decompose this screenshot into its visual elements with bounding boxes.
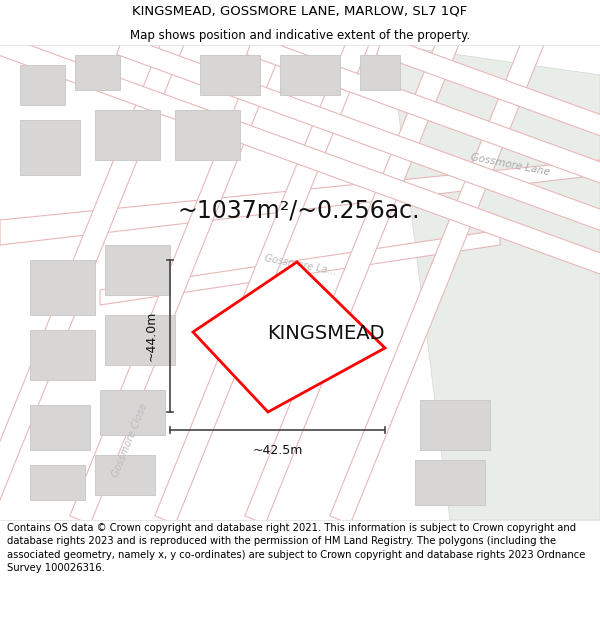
Polygon shape [20, 120, 80, 175]
Polygon shape [105, 315, 175, 365]
Text: Map shows position and indicative extent of the property.: Map shows position and indicative extent… [130, 29, 470, 42]
Polygon shape [377, 36, 600, 294]
Polygon shape [75, 55, 120, 90]
Polygon shape [30, 260, 95, 315]
Polygon shape [360, 55, 400, 90]
Polygon shape [0, 36, 600, 294]
Polygon shape [0, 160, 600, 245]
Polygon shape [95, 455, 155, 495]
Polygon shape [155, 0, 392, 524]
Text: Gossmore La...: Gossmore La... [263, 253, 337, 277]
Polygon shape [30, 330, 95, 380]
Polygon shape [0, 0, 208, 524]
Polygon shape [193, 262, 385, 412]
Polygon shape [247, 36, 600, 294]
Text: ~1037m²/~0.256ac.: ~1037m²/~0.256ac. [178, 198, 421, 222]
Polygon shape [30, 405, 90, 450]
Text: ~44.0m: ~44.0m [145, 311, 158, 361]
Polygon shape [100, 230, 500, 305]
Polygon shape [30, 465, 85, 500]
Polygon shape [70, 0, 307, 524]
Polygon shape [415, 460, 485, 505]
Polygon shape [105, 245, 170, 295]
Text: Gossmore Close: Gossmore Close [110, 401, 149, 479]
Polygon shape [280, 55, 340, 95]
Polygon shape [116, 36, 600, 294]
Text: KINGSMEAD, GOSSMORE LANE, MARLOW, SL7 1QF: KINGSMEAD, GOSSMORE LANE, MARLOW, SL7 1Q… [133, 5, 467, 18]
Text: ~42.5m: ~42.5m [253, 444, 302, 457]
Polygon shape [390, 45, 600, 520]
Polygon shape [20, 65, 65, 105]
Text: Contains OS data © Crown copyright and database right 2021. This information is : Contains OS data © Crown copyright and d… [7, 523, 586, 572]
Polygon shape [95, 110, 160, 160]
Polygon shape [200, 55, 260, 95]
Text: KINGSMEAD: KINGSMEAD [267, 324, 385, 343]
Polygon shape [175, 110, 240, 160]
Polygon shape [330, 0, 568, 524]
Polygon shape [245, 0, 482, 524]
Polygon shape [100, 390, 165, 435]
Text: Gossmore Lane: Gossmore Lane [469, 152, 551, 178]
Polygon shape [420, 400, 490, 450]
